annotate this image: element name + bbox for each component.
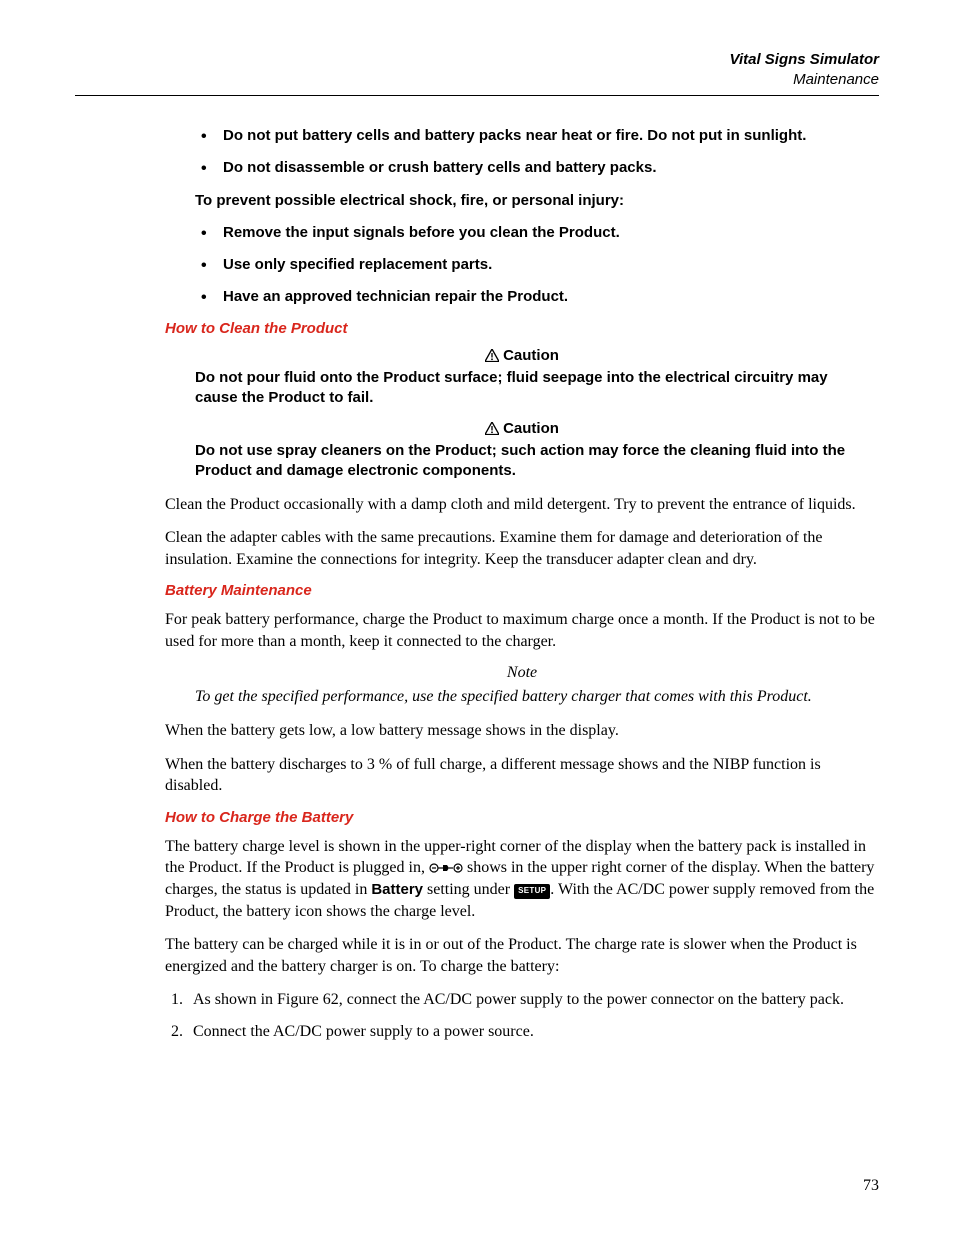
running-header: Vital Signs Simulator Maintenance — [75, 50, 879, 89]
list-item: Use only specified replacement parts. — [195, 255, 849, 275]
battery-para-2: When the battery gets low, a low battery… — [165, 720, 879, 742]
list-item: Do not put battery cells and battery pac… — [195, 126, 849, 146]
page: Vital Signs Simulator Maintenance Do not… — [0, 0, 954, 1235]
battery-setting-label: Battery — [371, 881, 423, 898]
charge-para-1c: setting under — [423, 881, 514, 898]
list-item: Remove the input signals before you clea… — [195, 223, 849, 243]
caution-body-1: Do not pour fluid onto the Product surfa… — [195, 368, 849, 409]
page-number: 73 — [863, 1177, 879, 1195]
warning-lead: To prevent possible electrical shock, fi… — [195, 191, 849, 211]
setup-key-icon: SETUP — [514, 884, 550, 899]
clean-para-2: Clean the adapter cables with the same p… — [165, 527, 879, 570]
caution-body-2: Do not use spray cleaners on the Product… — [195, 441, 849, 482]
heading-battery: Battery Maintenance — [165, 582, 879, 599]
warnings-block: Do not put battery cells and battery pac… — [195, 126, 849, 308]
list-item: Have an approved technician repair the P… — [195, 287, 849, 307]
caution-text: Caution — [503, 347, 559, 364]
heading-charge: How to Charge the Battery — [165, 809, 879, 826]
clean-para-1: Clean the Product occasionally with a da… — [165, 494, 879, 516]
caution-text: Caution — [503, 420, 559, 437]
warning-bullets-bottom: Remove the input signals before you clea… — [195, 223, 849, 308]
list-item: Connect the AC/DC power supply to a powe… — [187, 1021, 879, 1043]
charge-para-2: The battery can be charged while it is i… — [165, 934, 879, 977]
warning-bullets-top: Do not put battery cells and battery pac… — [195, 126, 849, 179]
power-plug-icon — [429, 861, 463, 875]
heading-clean: How to Clean the Product — [165, 320, 879, 337]
list-item: As shown in Figure 62, connect the AC/DC… — [187, 989, 879, 1011]
header-rule — [75, 95, 879, 96]
warning-icon — [485, 422, 499, 435]
header-title: Vital Signs Simulator — [75, 50, 879, 70]
charge-steps: As shown in Figure 62, connect the AC/DC… — [165, 989, 879, 1042]
note-label: Note — [165, 664, 879, 682]
battery-para-1: For peak battery performance, charge the… — [165, 609, 879, 652]
header-subtitle: Maintenance — [75, 70, 879, 90]
caution-label-1: Caution — [195, 347, 849, 364]
list-item: Do not disassemble or crush battery cell… — [195, 158, 849, 178]
charge-para-1: The battery charge level is shown in the… — [165, 836, 879, 922]
caution-label-2: Caution — [195, 420, 849, 437]
battery-para-3: When the battery discharges to 3 % of fu… — [165, 754, 879, 797]
note-body: To get the specified performance, use th… — [195, 686, 849, 708]
warning-icon — [485, 349, 499, 362]
clean-block: Caution Do not pour fluid onto the Produ… — [195, 347, 849, 482]
content-area: Do not put battery cells and battery pac… — [165, 126, 879, 1043]
